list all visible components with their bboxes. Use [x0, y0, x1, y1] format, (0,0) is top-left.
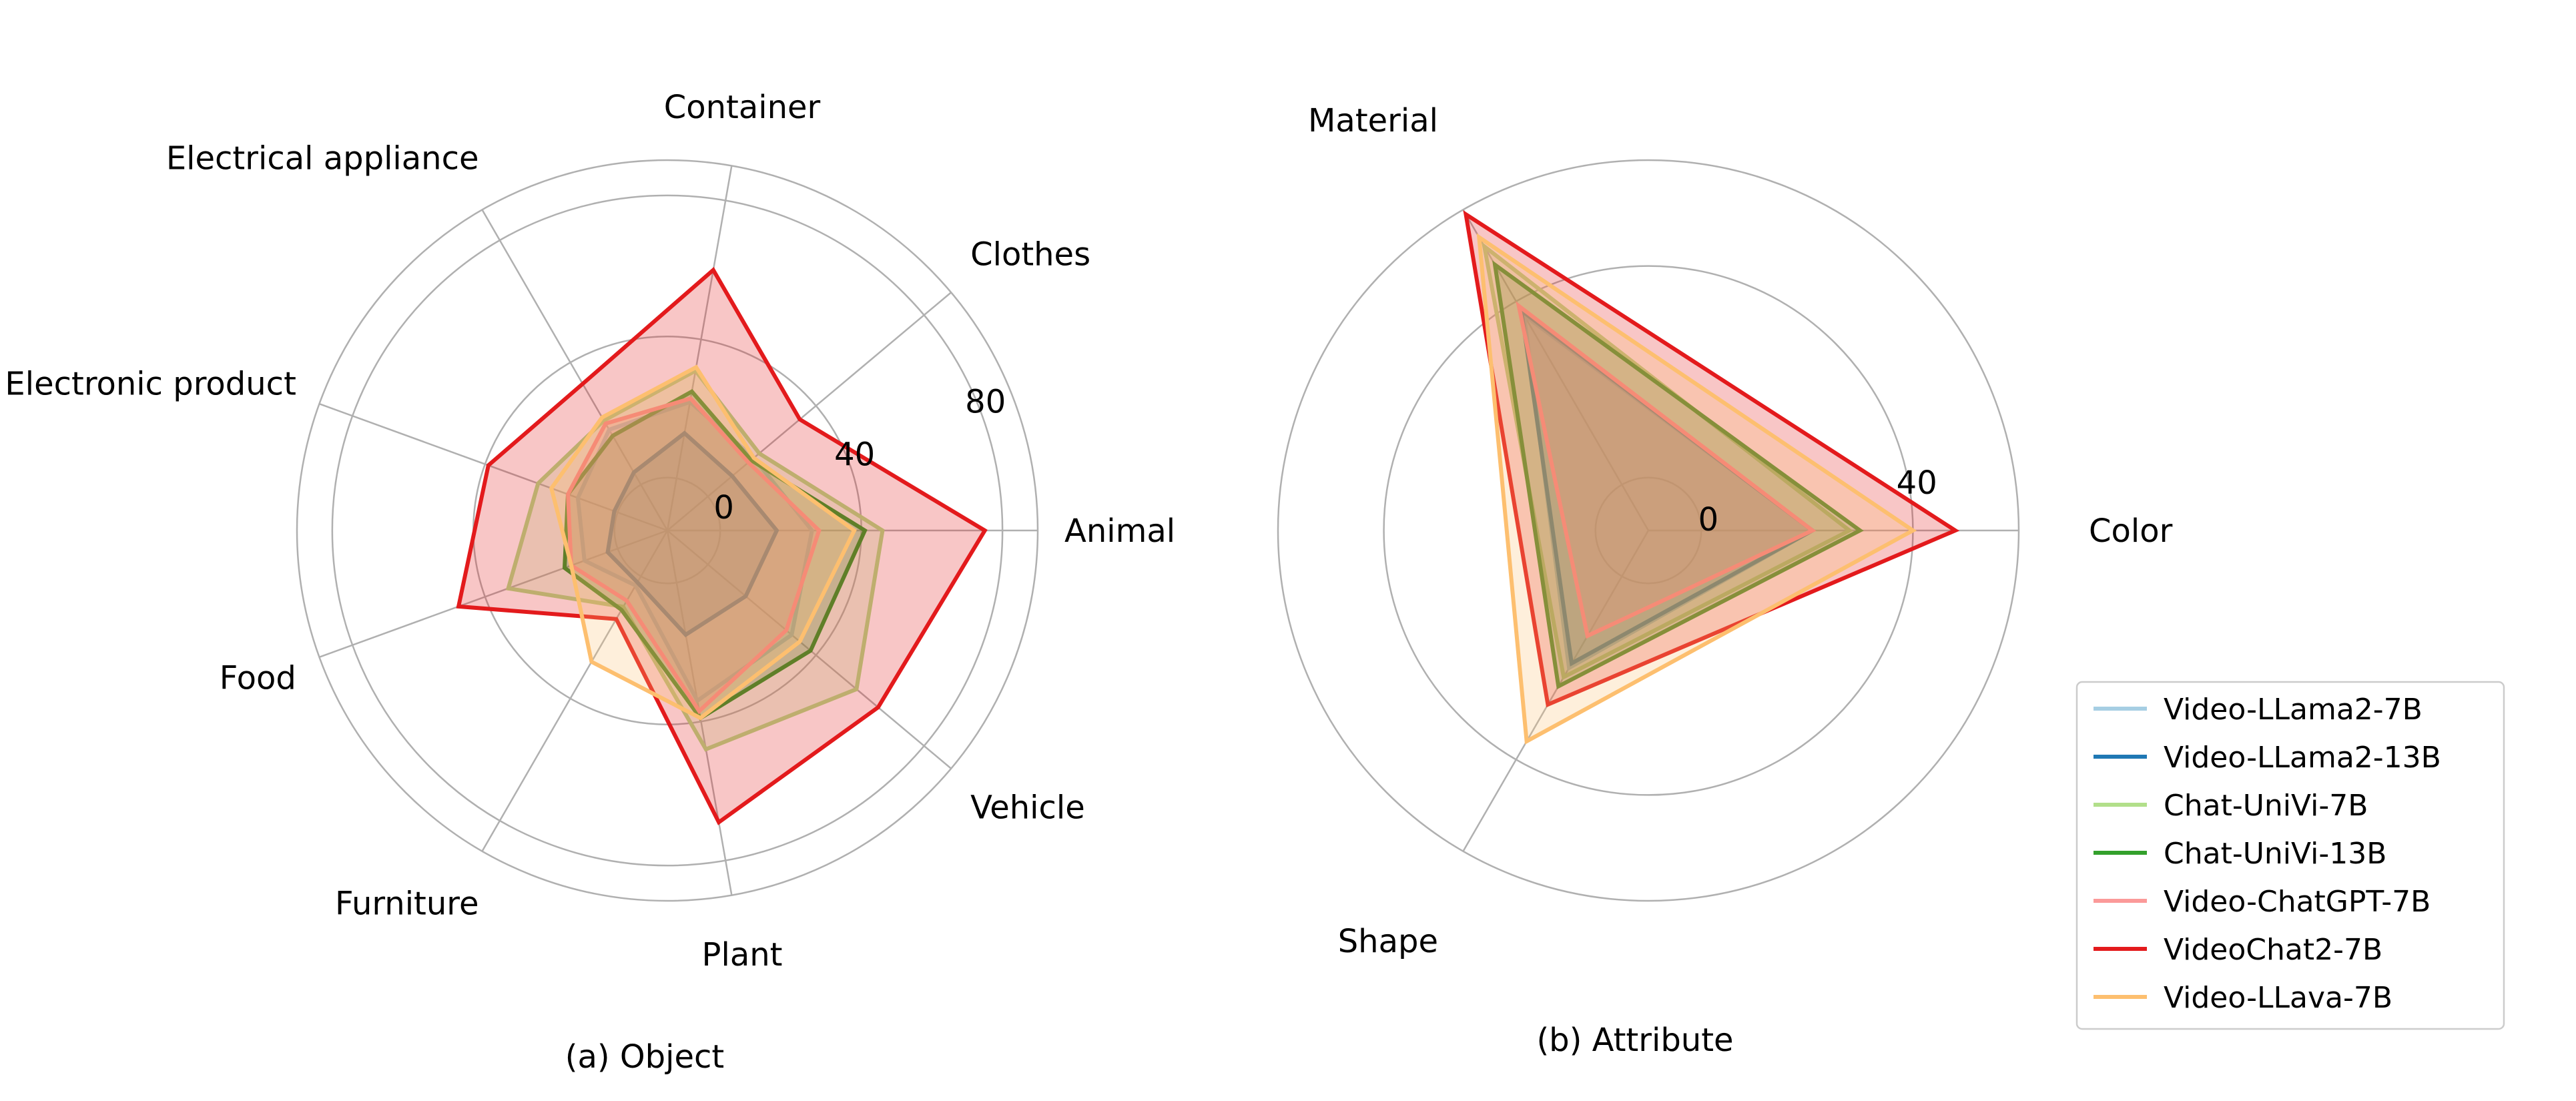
object-category-label-animal: Animal — [1064, 512, 1175, 550]
object-radial-tick-label-1: 40 — [834, 436, 875, 474]
attribute-series-chat-univi-13b — [1492, 260, 1864, 690]
attribute-radial-tick-label-0: 0 — [1698, 501, 1719, 538]
attribute-category-label-material: Material — [1308, 102, 1438, 139]
legend-box — [2075, 681, 2505, 1030]
object-category-label-clothes: Clothes — [970, 236, 1090, 273]
object-series-video-llama2-13b — [605, 430, 779, 638]
legend-label-chat-univi-13b: Chat-UniVi-13B — [2164, 837, 2386, 871]
object-radar-chart: 0 40 80 Animal Clothes Container Electrical ap… — [5, 89, 1175, 974]
legend-label-video-llama2-7b: Video-LLama2-7B — [2164, 693, 2423, 727]
object-category-label-electrical-appliance: Electrical appliance — [166, 139, 479, 177]
object-spoke-1 — [667, 292, 952, 531]
legend-label-chat-univi-7b: Chat-UniVi-7B — [2164, 789, 2368, 823]
attribute-series-video-chatgpt-7b — [1516, 301, 1817, 639]
object-radial-tick-label-0: 0 — [713, 489, 734, 526]
object-radial-tick-label-2: 80 — [965, 383, 1006, 420]
object-spoke-4 — [319, 403, 668, 532]
attribute-spoke-2 — [1462, 530, 1650, 852]
object-series-video-llava-7b — [549, 364, 857, 721]
legend-label-video-chatgpt-7b: Video-ChatGPT-7B — [2164, 885, 2431, 919]
object-series-chat-univi-7b — [505, 368, 885, 752]
object-series-videochat2-7b — [456, 266, 988, 825]
object-category-label-container: Container — [664, 89, 821, 126]
attribute-radar-chart: 0 40 Color Material Shape — [1277, 102, 2173, 960]
object-spoke-3 — [481, 209, 669, 531]
attribute-series-video-llava-7b — [1476, 233, 1917, 745]
legend-label-videochat2-7b: VideoChat2-7B — [2164, 933, 2382, 967]
object-chart-title: (a) Object — [565, 1038, 724, 1076]
object-category-label-plant: Plant — [702, 936, 783, 974]
legend: Video-LLama2-7B Video-LLama2-13B Chat-UniV… — [2075, 681, 2505, 1030]
attribute-category-label-color: Color — [2089, 512, 2173, 550]
object-category-label-vehicle: Vehicle — [970, 789, 1085, 827]
attribute-chart-title: (b) Attribute — [1536, 1022, 1733, 1059]
object-spoke-2 — [666, 165, 733, 531]
object-category-label-food: Food — [220, 660, 296, 697]
legend-label-video-llama2-13b: Video-LLama2-13B — [2164, 741, 2441, 775]
object-series-video-chatgpt-7b — [565, 396, 822, 715]
legend-label-video-llava-7b: Video-LLava-7B — [2164, 981, 2392, 1015]
attribute-category-label-shape: Shape — [1338, 923, 1438, 960]
attribute-radial-tick-label-1: 40 — [1897, 464, 1937, 502]
object-series-chat-univi-13b — [562, 388, 868, 721]
object-category-label-furniture: Furniture — [335, 885, 479, 923]
object-category-label-electronic-product: Electronic product — [5, 365, 296, 402]
